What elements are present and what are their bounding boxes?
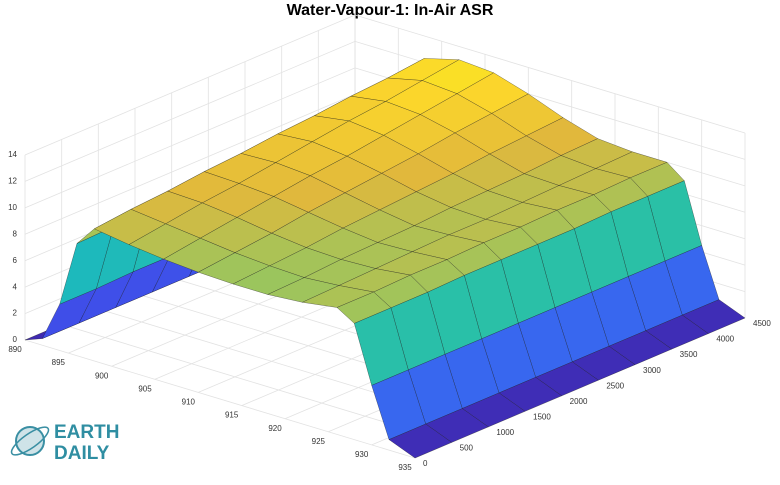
y-tick-label: 2500	[606, 381, 624, 390]
grid-line	[24, 40, 746, 182]
z-tick-label: 12	[8, 177, 17, 186]
z-tick-label: 8	[13, 229, 18, 238]
y-tick-label: 1000	[496, 428, 514, 437]
grid-line	[24, 14, 746, 156]
y-tick-label: 4000	[716, 335, 734, 344]
x-tick-label: 915	[225, 411, 239, 420]
x-tick-label: 930	[355, 450, 369, 459]
y-tick-label: 4500	[753, 319, 771, 328]
y-tick-label: 500	[460, 444, 474, 453]
y-tick-label: 3500	[680, 350, 698, 359]
z-tick-label: 2	[13, 309, 18, 318]
x-tick-label: 910	[182, 398, 196, 407]
logo-text: DAILY	[54, 443, 110, 464]
z-tick-label: 10	[8, 203, 17, 212]
y-tick-label: 1500	[533, 412, 551, 421]
y-tick-label: 3000	[643, 366, 661, 375]
logo-text: EARTH	[54, 422, 119, 443]
logo-globe	[15, 426, 45, 456]
chart-title: Water-Vapour-1: In-Air ASR	[287, 2, 494, 19]
z-tick-label: 4	[13, 282, 18, 291]
x-tick-label: 900	[95, 371, 109, 380]
x-tick-label: 925	[312, 437, 326, 446]
x-tick-label: 905	[138, 384, 152, 393]
x-tick-label: 890	[8, 345, 22, 354]
x-tick-label: 895	[52, 358, 66, 367]
z-tick-label: 6	[13, 256, 18, 265]
y-tick-label: 2000	[570, 397, 588, 406]
x-tick-label: 920	[268, 424, 282, 433]
logo: EARTH DAILY	[10, 422, 119, 464]
logo-orbit	[10, 426, 50, 456]
surface-patch	[388, 423, 453, 459]
z-tick-label: 14	[8, 150, 17, 159]
x-tick-label: 935	[398, 463, 412, 472]
z-tick-label: 0	[13, 335, 18, 344]
y-tick-label: 0	[423, 459, 428, 468]
